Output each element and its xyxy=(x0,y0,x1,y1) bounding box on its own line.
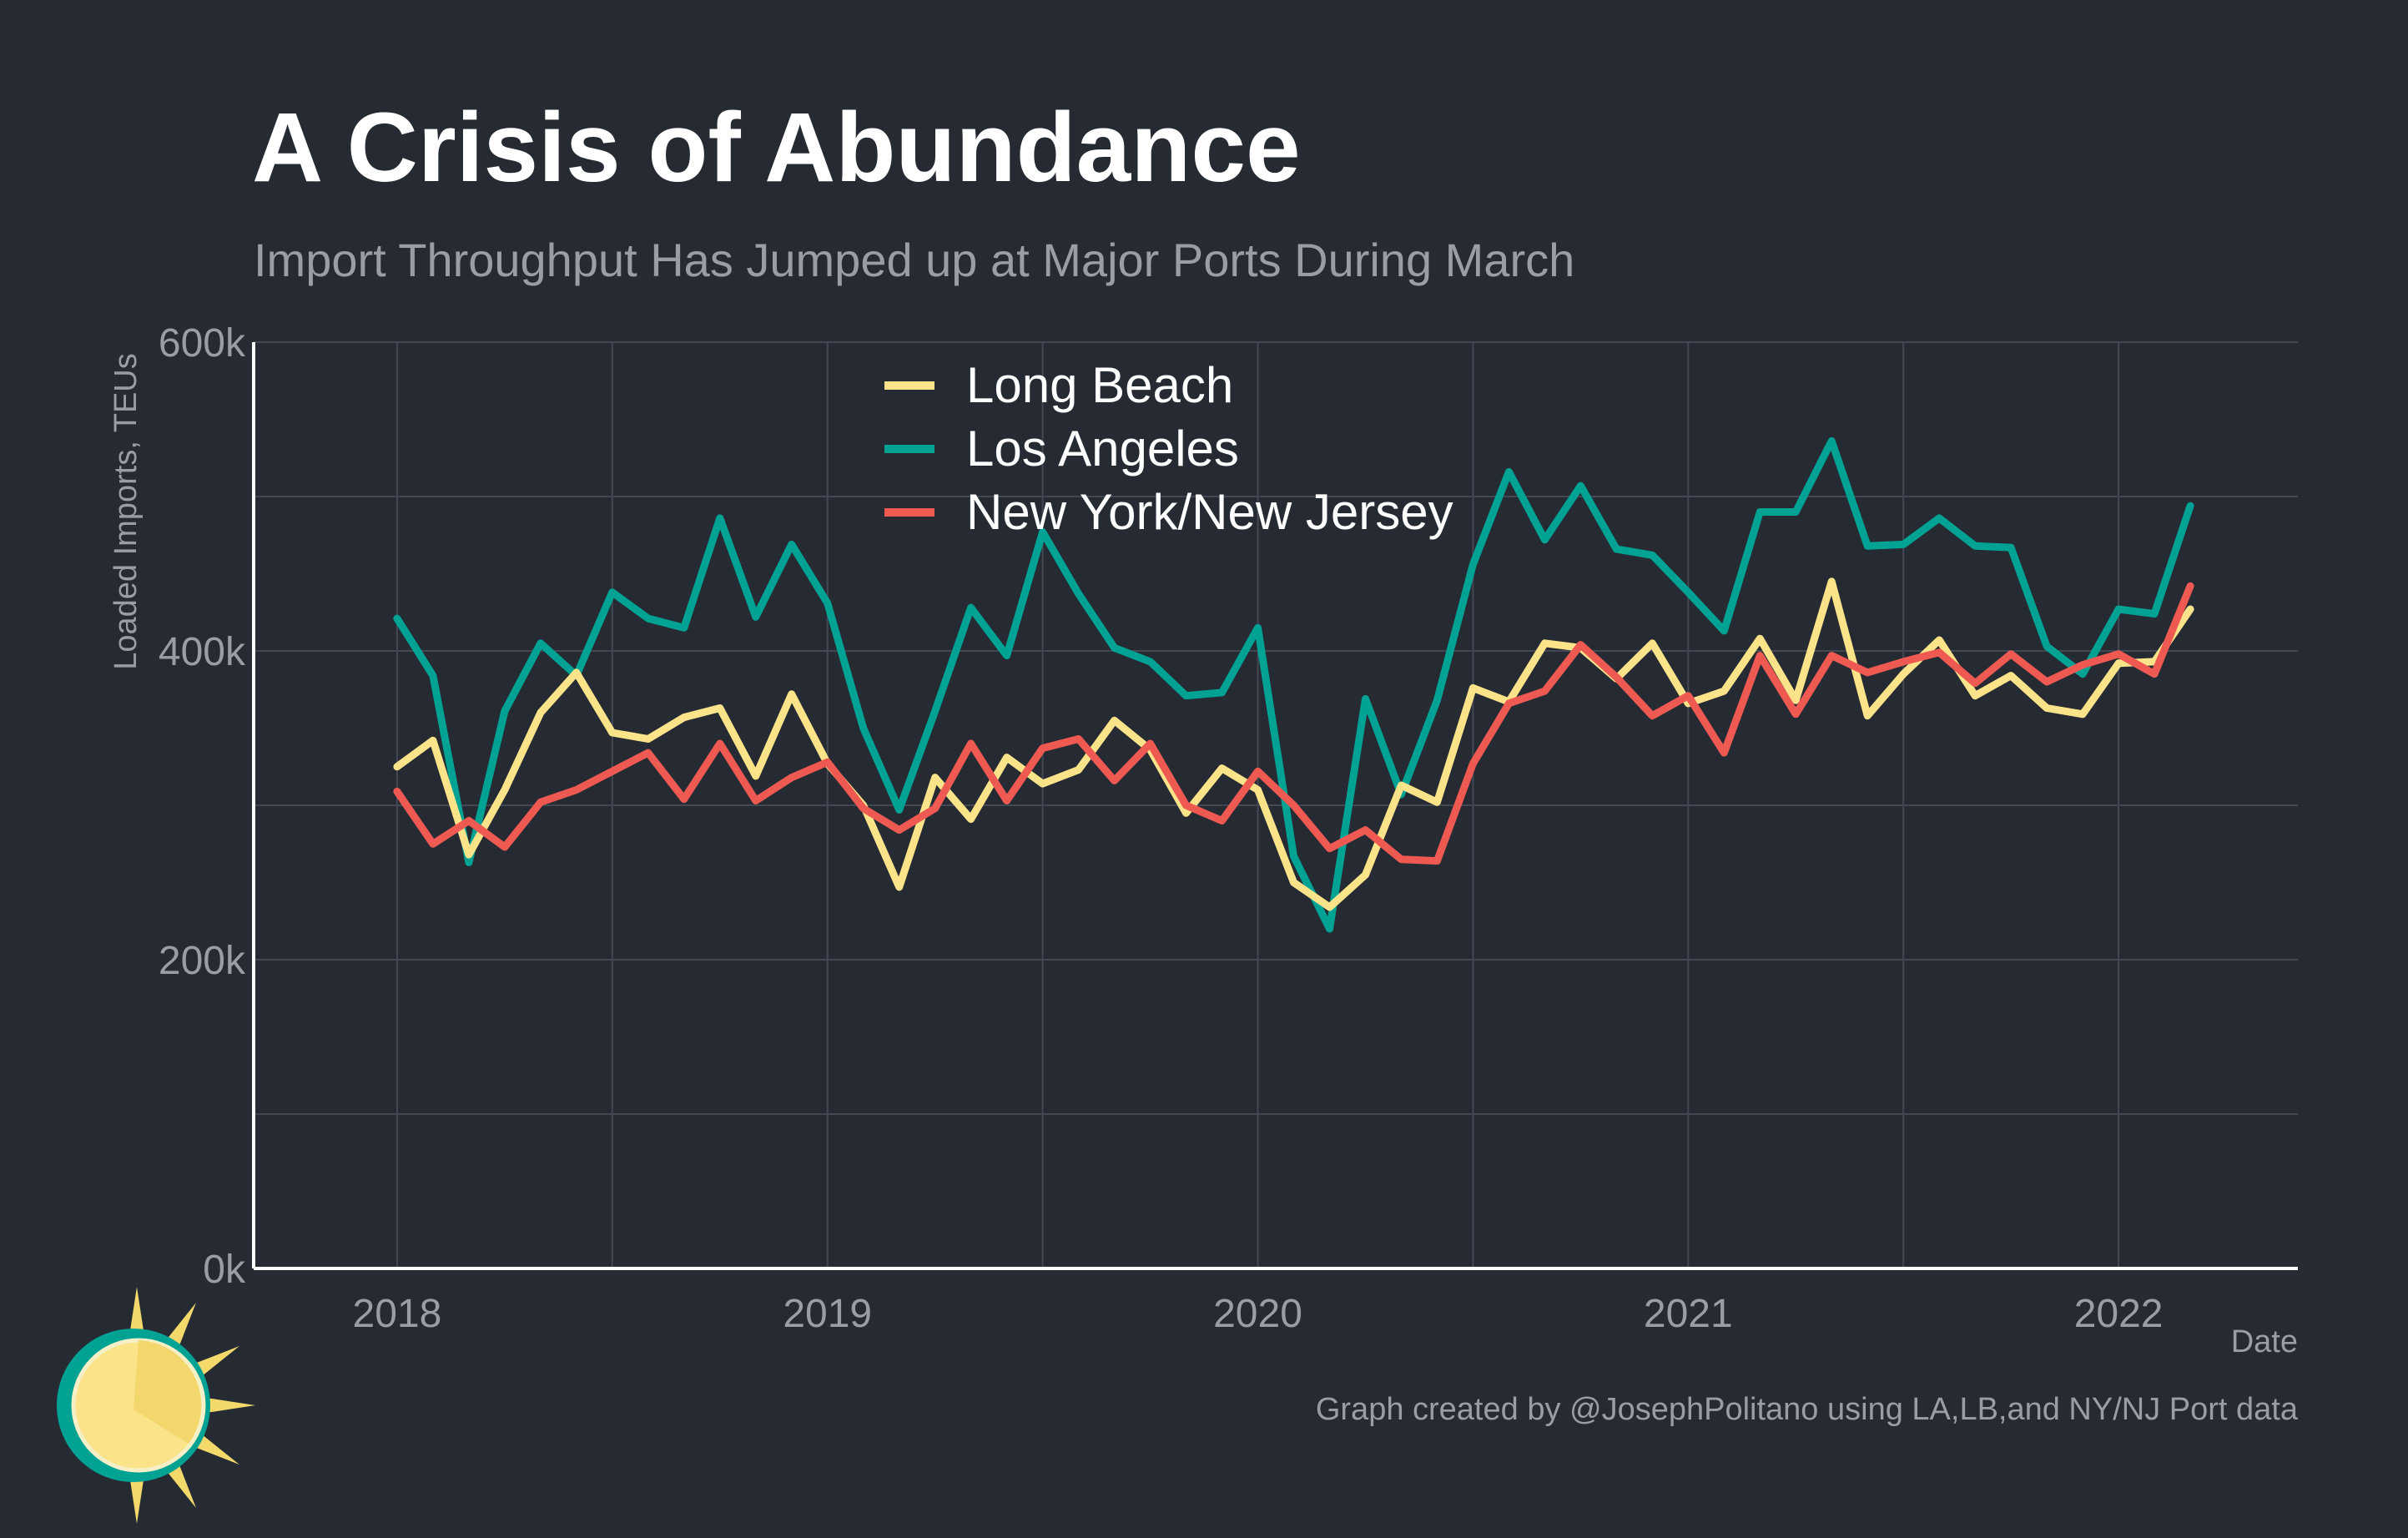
x-tick-label: 2021 xyxy=(1644,1292,1733,1336)
y-tick-label: 600k xyxy=(159,321,246,366)
gridlines xyxy=(254,341,2298,1269)
x-axis-title: Date xyxy=(2231,1324,2298,1359)
x-tick-label: 2019 xyxy=(783,1292,872,1336)
axes xyxy=(252,342,2298,1270)
sun-shade xyxy=(133,1340,202,1444)
x-tick-label: 2022 xyxy=(2074,1292,2164,1336)
series-line-long-beach xyxy=(393,577,2194,911)
series-lines xyxy=(393,436,2194,933)
chart-title: A Crisis of Abundance xyxy=(252,93,1301,203)
legend-label: Los Angeles xyxy=(966,421,1239,477)
legend: Long Beach Los Angeles New York/New Jersey xyxy=(884,357,1453,540)
y-tick-label: 200k xyxy=(159,939,246,983)
tick-labels: 0k 200k 400k 600k 2018 2019 2020 2021 2022 xyxy=(159,321,2164,1336)
y-axis-title: Loaded Imports, TEUs xyxy=(108,353,144,669)
series-line-los-angeles xyxy=(393,436,2194,933)
series-line-new-york-new-jersey xyxy=(393,582,2194,865)
caption: Graph created by @JosephPolitano using L… xyxy=(1316,1392,2299,1427)
y-tick-label: 0k xyxy=(203,1248,246,1292)
x-tick-label: 2020 xyxy=(1213,1292,1302,1336)
legend-label: New York/New Jersey xyxy=(966,484,1453,540)
legend-label: Long Beach xyxy=(966,357,1233,413)
chart-subtitle: Import Throughput Has Jumped up at Major… xyxy=(254,234,1574,286)
y-tick-label: 400k xyxy=(159,630,246,674)
x-tick-label: 2018 xyxy=(353,1292,442,1336)
sun-logo-icon xyxy=(57,1287,255,1524)
